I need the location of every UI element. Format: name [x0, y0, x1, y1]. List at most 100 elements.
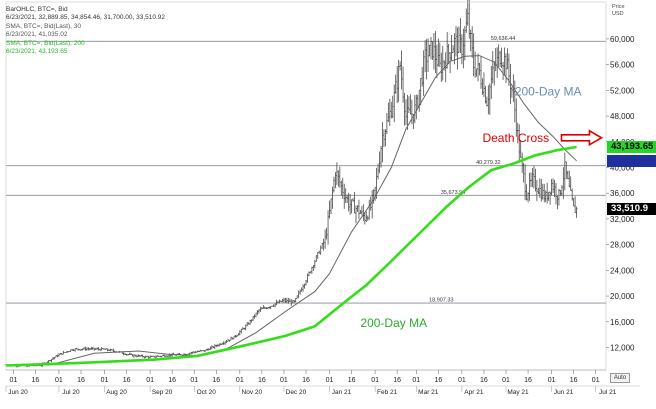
- ohlc-bar: [301, 284, 305, 292]
- ohlc-bar: [84, 346, 87, 351]
- month-label: Aug 20: [106, 389, 127, 396]
- ohlc-bar: [528, 172, 531, 201]
- ohlc-bar: [498, 50, 502, 67]
- ohlc-bar: [395, 66, 399, 104]
- y-axis-unit: Price: [612, 4, 625, 10]
- ohlc-bar: [190, 351, 193, 355]
- reference-line-label: 18,907.33: [429, 298, 453, 304]
- ohlc-bar: [562, 167, 565, 200]
- ohlc-bar: [575, 206, 578, 218]
- ohlc-bar: [350, 199, 353, 214]
- ohlc-bar: [482, 72, 486, 98]
- ohlc-bar: [259, 306, 262, 312]
- ohlc-bar: [407, 96, 411, 114]
- ohlc-bar: [469, 29, 472, 52]
- plot-frame: [5, 1, 607, 371]
- ohlc-bar: [306, 273, 309, 283]
- ohlc-bar: [485, 96, 489, 107]
- month-label: Feb 21: [377, 389, 398, 396]
- ohlc-bar: [434, 30, 437, 73]
- month-label: Sep 20: [152, 389, 173, 396]
- ohlc-bar: [475, 68, 478, 77]
- ohlc-bar: [332, 176, 336, 193]
- sma200-price-tag: 43,193.65: [607, 140, 656, 153]
- legend-ohlc-name: BarOHLC, BTC=, Bid: [6, 6, 68, 13]
- month-label: Jul 21: [599, 389, 617, 396]
- ohlc-bar: [210, 345, 214, 350]
- ohlc-bar: [368, 199, 371, 220]
- sma30-price-tag: 41,035.02: [607, 154, 656, 167]
- month-label: Mar 21: [418, 389, 439, 396]
- y-tick-label: 12,000: [610, 344, 635, 353]
- ohlc-bar: [535, 180, 539, 201]
- ohlc-bar: [294, 298, 297, 303]
- ohlc-bar: [213, 344, 217, 349]
- ohlc-bar: [262, 305, 265, 309]
- x-tick-label: 16: [32, 377, 40, 384]
- ohlc-bar: [307, 271, 311, 277]
- x-tick-label: 16: [123, 377, 131, 384]
- ohlc-bar: [381, 122, 384, 163]
- ohlc-bar: [551, 178, 555, 193]
- y-tick-label: 40,000: [610, 164, 635, 173]
- ohlc-bar: [420, 67, 424, 87]
- sma-200-label: 200-Day MA: [515, 85, 582, 99]
- x-tick-label: 01: [592, 377, 600, 384]
- ohlc-bar: [351, 197, 355, 202]
- ohlc-bar: [534, 168, 537, 192]
- ohlc-bar: [76, 348, 80, 351]
- ohlc-bar: [100, 347, 103, 351]
- ohlc-bar: [510, 86, 514, 98]
- x-tick-label: 16: [258, 377, 266, 384]
- sma-30-line: [5, 55, 577, 367]
- month-label: Jul 20: [62, 389, 80, 396]
- x-tick-label: 01: [502, 377, 510, 384]
- ohlc-bar: [501, 61, 505, 81]
- ohlc-bar: [247, 322, 250, 325]
- ohlc-bar: [573, 196, 577, 213]
- ohlc-bar: [459, 18, 462, 53]
- ohlc-bar: [398, 61, 402, 71]
- ohlc-bar: [476, 53, 480, 82]
- ohlc-bar: [425, 39, 428, 80]
- ohlc-bar: [338, 166, 342, 188]
- ohlc-bars: [4, 0, 578, 368]
- ohlc-bar: [503, 47, 506, 76]
- ohlc-bar: [326, 210, 330, 245]
- ohlc-bar: [495, 47, 499, 78]
- ohlc-bar: [401, 66, 405, 103]
- ohlc-bar: [472, 33, 475, 77]
- ohlc-bar: [388, 98, 392, 127]
- ohlc-bar: [400, 50, 403, 90]
- y-tick-label: 32,000: [610, 215, 635, 224]
- ohlc-bar: [97, 347, 100, 351]
- ohlc-bar: [135, 354, 139, 358]
- ohlc-bar: [232, 335, 236, 340]
- x-tick-label: 01: [9, 377, 17, 384]
- ohlc-bar: [566, 170, 569, 180]
- ohlc-bar: [545, 182, 549, 204]
- ohlc-bar: [370, 190, 374, 219]
- ohlc-bar: [457, 26, 461, 53]
- ohlc-bar: [460, 34, 464, 65]
- month-label: Jan 21: [332, 389, 352, 396]
- ohlc-bar: [550, 178, 553, 196]
- ohlc-bar: [484, 85, 487, 104]
- y-tick-label: 48,000: [610, 112, 635, 121]
- ohlc-bar: [251, 316, 255, 321]
- ohlc-bar: [132, 354, 136, 358]
- x-tick-label: 16: [393, 377, 401, 384]
- ohlc-bar: [560, 185, 564, 196]
- y-tick-label: 16,000: [610, 318, 635, 327]
- ohlc-bar: [490, 65, 493, 99]
- ohlc-bar: [62, 350, 65, 355]
- ohlc-bar: [360, 206, 364, 216]
- ohlc-bar: [328, 200, 331, 219]
- ohlc-bar: [432, 32, 436, 70]
- ohlc-bar: [290, 299, 293, 306]
- sma-200-line: [5, 145, 577, 367]
- auto-scale-button[interactable]: Auto: [610, 373, 630, 383]
- annotations: 200-Day MA Death Cross 200-Day MA: [360, 85, 604, 330]
- ohlc-bar: [91, 346, 94, 350]
- ohlc-bar: [556, 195, 559, 210]
